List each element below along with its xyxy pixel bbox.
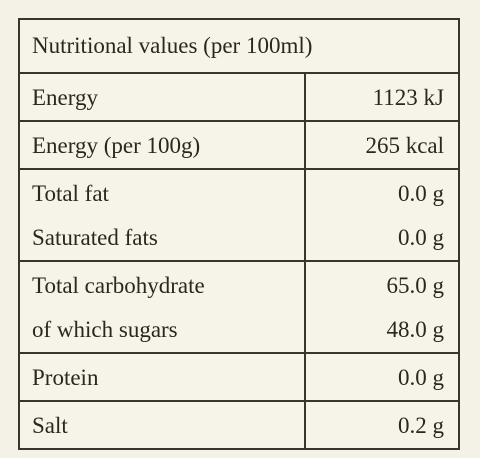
label-cell: Energy (per 100g) <box>20 122 306 168</box>
nutrient-value: 265 kcal <box>365 133 444 158</box>
value-cell: 0.0 g <box>306 354 458 400</box>
label-cell: Total carbohydrate of which sugars <box>20 262 306 352</box>
row-group: Energy (per 100g) 265 kcal <box>20 122 458 170</box>
nutrient-value: 0.0 g <box>398 225 444 250</box>
table-title: Nutritional values (per 100ml) <box>20 20 458 74</box>
nutrient-value: 0.2 g <box>398 413 444 438</box>
row-group: Total carbohydrate of which sugars 65.0 g 4… <box>20 262 458 354</box>
nutrient-name: Salt <box>32 413 68 438</box>
table-body: Energy 1123 kJ Energy (per 100g) 265 kcal To… <box>20 74 458 448</box>
nutrient-value: 0.0 g <box>398 181 444 206</box>
nutrient-value: 48.0 g <box>386 317 445 342</box>
label-cell: Total fat Saturated fats <box>20 170 306 260</box>
value-cell: 1123 kJ <box>306 74 458 120</box>
nutrient-name: Energy <box>32 85 99 110</box>
row-group: Salt 0.2 g <box>20 402 458 448</box>
nutrient-name: of which sugars <box>32 317 178 342</box>
value-cell: 0.2 g <box>306 402 458 448</box>
nutrition-table: Nutritional values (per 100ml) Energy 112… <box>18 18 460 450</box>
nutrient-value: 1123 kJ <box>372 85 444 110</box>
nutrient-name: Saturated fats <box>32 225 158 250</box>
nutrient-value: 0.0 g <box>398 365 444 390</box>
row-group: Protein 0.0 g <box>20 354 458 402</box>
value-cell: 265 kcal <box>306 122 458 168</box>
value-cell: 0.0 g 0.0 g <box>306 170 458 260</box>
value-cell: 65.0 g 48.0 g <box>306 262 458 352</box>
nutrient-name: Total fat <box>32 181 109 206</box>
nutrient-name: Protein <box>32 365 99 390</box>
label-cell: Energy <box>20 74 306 120</box>
label-cell: Protein <box>20 354 306 400</box>
row-group: Total fat Saturated fats 0.0 g 0.0 g <box>20 170 458 262</box>
row-group: Energy 1123 kJ <box>20 74 458 122</box>
label-cell: Salt <box>20 402 306 448</box>
nutrient-name: Total carbohydrate <box>32 273 205 298</box>
nutrient-value: 65.0 g <box>386 273 445 298</box>
nutrient-name: Energy (per 100g) <box>32 133 201 158</box>
